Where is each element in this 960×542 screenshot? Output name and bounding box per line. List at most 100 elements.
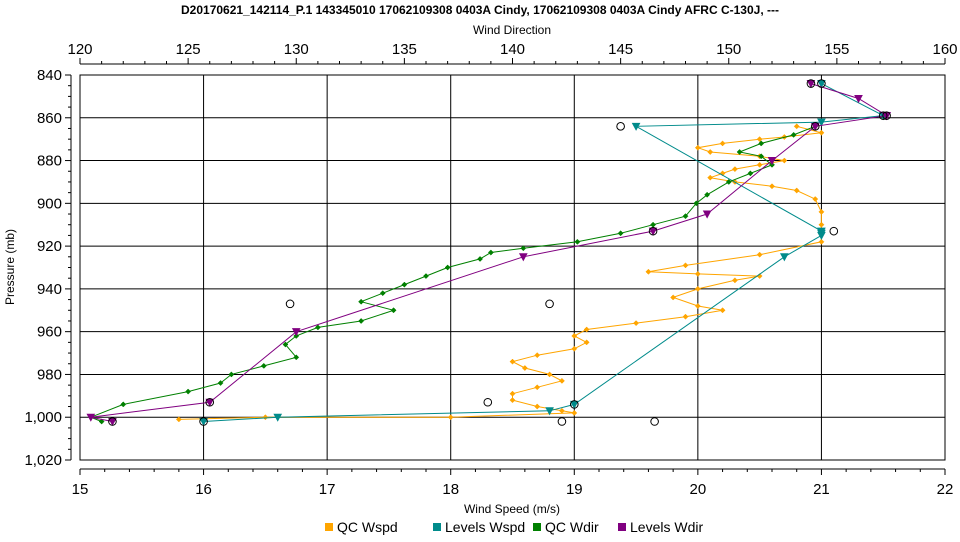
- data-point: [86, 413, 96, 422]
- top-tick-label: 155: [824, 41, 849, 58]
- data-point: [175, 416, 182, 423]
- data-point: [273, 413, 283, 422]
- data-point: [631, 122, 641, 131]
- data-point: [571, 409, 578, 416]
- circle-marker: [810, 122, 820, 131]
- data-point: [758, 140, 765, 147]
- left-tick-label: 860: [37, 110, 62, 127]
- bottom-tick-label: 17: [319, 481, 336, 498]
- series-line-levels-wdir: [90, 83, 889, 422]
- data-point: [767, 157, 777, 166]
- data-point: [545, 407, 554, 416]
- data-point: [228, 371, 235, 378]
- data-point: [574, 238, 581, 245]
- data-point: [520, 245, 527, 252]
- circle-marker: [569, 400, 579, 409]
- data-point: [818, 208, 825, 215]
- data-point: [423, 273, 429, 280]
- circle-marker: [285, 299, 295, 309]
- circle-markers: [108, 79, 891, 426]
- data-point: [719, 170, 726, 177]
- data-point: [569, 400, 579, 409]
- top-tick-label: 125: [176, 41, 201, 58]
- data-point: [262, 414, 269, 421]
- left-tick-label: 900: [37, 195, 62, 212]
- data-point: [817, 118, 826, 127]
- data-point: [694, 303, 701, 309]
- left-tick-label: 960: [37, 324, 62, 341]
- data-point: [185, 388, 192, 395]
- data-point: [108, 418, 117, 427]
- data-point: [702, 210, 712, 219]
- legend-swatch: [325, 523, 333, 531]
- bottom-tick-label: 15: [72, 481, 89, 498]
- data-point: [694, 285, 701, 292]
- data-point: [314, 324, 321, 331]
- data-point: [781, 157, 788, 164]
- y-axis-label: Pressure (mb): [3, 229, 17, 305]
- data-point: [756, 251, 763, 258]
- data-point: [558, 377, 565, 384]
- data-point: [120, 401, 127, 408]
- circle-marker: [205, 397, 215, 407]
- left-tick-label: 980: [37, 366, 62, 383]
- data-point: [707, 149, 714, 155]
- data-point: [558, 407, 565, 414]
- data-point: [617, 230, 624, 237]
- data-point: [693, 200, 700, 207]
- data-point: [390, 307, 397, 314]
- bottom-tick-label: 18: [442, 481, 459, 498]
- data-point: [756, 161, 763, 168]
- data-point: [521, 365, 528, 371]
- data-point: [518, 253, 528, 262]
- data-point: [747, 170, 754, 177]
- data-point: [731, 166, 738, 173]
- circle-marker: [878, 111, 888, 120]
- legend-label: Levels Wspd: [445, 519, 525, 535]
- data-point: [379, 290, 386, 297]
- legend-label: Levels Wdir: [630, 519, 703, 535]
- data-point: [358, 298, 365, 305]
- data-point: [731, 277, 738, 284]
- circle-marker: [616, 122, 625, 131]
- data-point: [736, 149, 743, 155]
- bottom-tick-label: 20: [690, 481, 707, 498]
- data-point: [534, 384, 541, 391]
- data-point: [444, 264, 451, 271]
- legend-swatch: [533, 523, 541, 531]
- bottom-axis-label: Wind Speed (m/s): [464, 502, 560, 516]
- data-point: [534, 352, 541, 359]
- series-layer: [86, 80, 891, 427]
- circle-marker: [483, 397, 493, 407]
- data-point: [509, 397, 516, 404]
- data-point: [818, 238, 825, 245]
- data-point: [780, 253, 789, 262]
- left-tick-label: 940: [37, 281, 62, 298]
- axes: 120 125 130 135 140 145 150 155 160 15 16 17 18 19 20 2…: [24, 41, 957, 498]
- left-tick-label: 1,020: [24, 452, 62, 469]
- circle-marker: [829, 226, 839, 236]
- bottom-tick-label: 21: [813, 481, 830, 498]
- legend-swatch: [618, 523, 626, 531]
- data-point: [704, 191, 711, 198]
- top-tick-label: 160: [932, 41, 957, 58]
- data-point: [291, 328, 301, 337]
- data-point: [810, 122, 820, 131]
- data-point: [756, 136, 763, 143]
- top-axis-label: Wind Direction: [473, 23, 551, 37]
- left-tick-label: 840: [37, 67, 62, 84]
- circle-marker: [199, 417, 208, 426]
- data-point: [670, 294, 677, 301]
- data-point: [487, 249, 494, 256]
- data-point: [854, 95, 863, 104]
- data-point: [282, 341, 289, 348]
- legend-swatch: [433, 523, 441, 531]
- data-point: [447, 414, 454, 421]
- data-point: [401, 281, 408, 288]
- top-tick-label: 145: [608, 41, 633, 58]
- data-point: [793, 187, 800, 194]
- data-point: [758, 153, 765, 160]
- data-point: [583, 339, 590, 346]
- data-point: [818, 221, 825, 228]
